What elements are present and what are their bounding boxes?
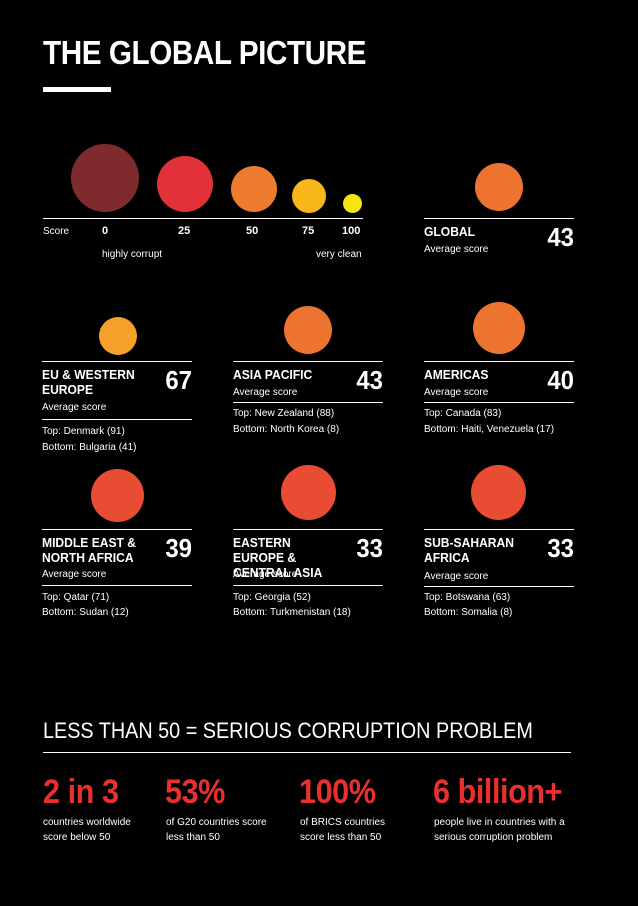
stat-value: 100% — [299, 773, 376, 811]
divider — [42, 529, 192, 530]
region-score: 43 — [547, 222, 574, 252]
scale-tick-50: 50 — [246, 225, 259, 237]
region-top: Top: Qatar (71) — [42, 592, 110, 603]
avg-label: Average score — [233, 387, 298, 398]
scale-axis — [43, 218, 363, 219]
stat-caption-line: score below 50 — [43, 832, 111, 843]
stat-caption-line: of BRICS countries — [300, 817, 386, 828]
stat-caption-line: countries worldwide — [43, 817, 131, 828]
divider — [233, 361, 383, 362]
region-circle-americas — [473, 302, 525, 354]
avg-label: Average score — [42, 402, 107, 413]
scale-circle-75 — [292, 179, 326, 213]
region-name: SUB-SAHARAN AFRICA — [424, 535, 515, 565]
avg-label: Average score — [424, 571, 489, 582]
region-circle-mena — [91, 469, 144, 522]
scale-circle-100 — [343, 194, 362, 213]
region-circle-sub-saharan — [471, 465, 526, 520]
scale-left-note: highly corrupt — [102, 249, 163, 260]
region-score: 33 — [547, 533, 574, 563]
scale-tick-75: 75 — [302, 225, 315, 237]
scale-tick-100: 100 — [342, 225, 361, 237]
stat-caption: of G20 countries score less than 50 — [166, 815, 267, 845]
region-top: Top: New Zealand (88) — [233, 408, 335, 419]
global-circle — [475, 163, 523, 211]
region-name: EU & WESTERN EUROPE — [42, 367, 135, 397]
region-name: EASTERN EUROPE & CENTRAL ASIA — [233, 535, 323, 580]
title-underline — [43, 87, 111, 92]
scale-tick-25: 25 — [178, 225, 191, 237]
scale-circle-25 — [157, 156, 213, 212]
region-bottom: Bottom: Turkmenistan (18) — [233, 607, 351, 618]
avg-label: Average score — [233, 569, 298, 580]
divider — [424, 402, 574, 403]
stat-value: 6 billion+ — [433, 773, 562, 811]
section-divider — [43, 752, 571, 753]
page-title: THE GLOBAL PICTURE — [43, 34, 367, 71]
stat-value: 2 in 3 — [43, 773, 119, 811]
region-name: ASIA PACIFIC — [233, 367, 313, 382]
region-bottom: Bottom: Haiti, Venezuela (17) — [424, 424, 555, 435]
region-score: 39 — [165, 533, 192, 563]
stat-caption-line: people live in countries with a — [434, 817, 565, 828]
divider — [424, 529, 574, 530]
region-circle-eu — [99, 317, 137, 355]
divider — [424, 361, 574, 362]
region-score: 33 — [356, 533, 383, 563]
region-bottom: Bottom: North Korea (8) — [233, 424, 340, 435]
section-heading: LESS THAN 50 = SERIOUS CORRUPTION PROBLE… — [43, 718, 533, 743]
avg-label: Average score — [424, 244, 489, 255]
region-bottom: Bottom: Bulgaria (41) — [42, 442, 137, 453]
region-score: 67 — [165, 365, 192, 395]
region-circle-asia-pacific — [284, 306, 332, 354]
stat-value: 53% — [165, 773, 225, 811]
scale-label: Score — [43, 226, 70, 237]
stat-caption: countries worldwide score below 50 — [43, 815, 131, 845]
stat-caption-line: serious corruption problem — [434, 832, 553, 843]
scale-circle-0 — [71, 144, 139, 212]
region-name: GLOBAL — [424, 224, 476, 239]
region-top: Top: Denmark (91) — [42, 426, 125, 437]
scale-circle-50 — [231, 166, 277, 212]
region-name: MIDDLE EAST & NORTH AFRICA — [42, 535, 137, 565]
divider — [424, 218, 574, 219]
region-top: Top: Georgia (52) — [233, 592, 311, 603]
divider — [233, 529, 383, 530]
stat-caption-line: score less than 50 — [300, 832, 382, 843]
divider — [233, 585, 383, 586]
divider — [42, 585, 192, 586]
stat-caption: people live in countries with a serious … — [434, 815, 565, 845]
stat-caption: of BRICS countries score less than 50 — [300, 815, 385, 845]
region-top: Top: Canada (83) — [424, 408, 502, 419]
region-score: 43 — [356, 365, 383, 395]
divider — [424, 586, 574, 587]
region-bottom: Bottom: Somalia (8) — [424, 607, 513, 618]
divider — [233, 402, 383, 403]
scale-tick-0: 0 — [102, 225, 109, 237]
region-score: 40 — [547, 365, 574, 395]
divider — [42, 361, 192, 362]
stat-caption-line: less than 50 — [166, 832, 220, 843]
region-bottom: Bottom: Sudan (12) — [42, 607, 129, 618]
scale-right-note: very clean — [316, 249, 362, 260]
avg-label: Average score — [424, 387, 489, 398]
divider — [42, 419, 192, 420]
region-top: Top: Botswana (63) — [424, 592, 511, 603]
region-circle-eastern-europe — [281, 465, 336, 520]
region-name: AMERICAS — [424, 367, 489, 382]
stat-caption-line: of G20 countries score — [166, 817, 267, 828]
avg-label: Average score — [42, 569, 107, 580]
